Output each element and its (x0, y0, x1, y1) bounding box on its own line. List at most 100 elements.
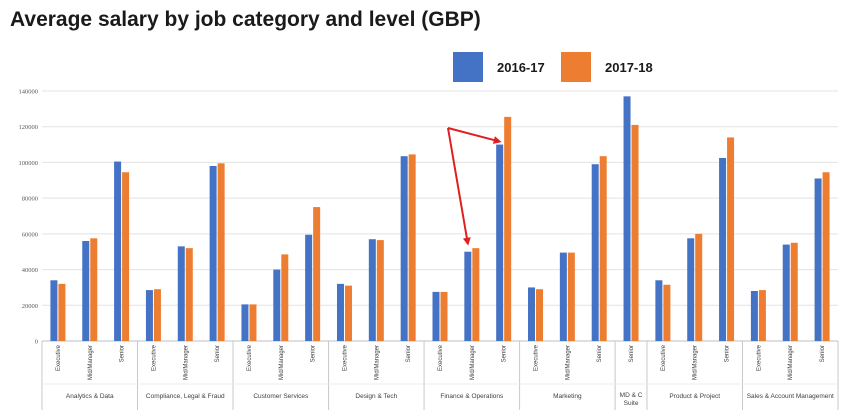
x-group-label: Product & Project (669, 393, 720, 400)
chart-title: Average salary by job category and level… (10, 8, 481, 31)
x-category-label: Mid/Manager (279, 345, 285, 380)
x-category-label: Mid/Manager (374, 345, 380, 380)
bar-2017-18 (217, 163, 225, 341)
x-category-label: Mid/Manager (470, 345, 476, 380)
bar-2016-17 (814, 178, 822, 341)
x-category-label: Executive (56, 344, 62, 371)
x-category-label: Senior (629, 345, 635, 362)
bar-2016-17 (209, 166, 217, 341)
legend-label-2017-18: 2017-18 (605, 60, 653, 75)
x-group-label: Marketing (553, 393, 582, 400)
x-group-label: Sales & Account Management (747, 393, 834, 400)
annotation-arrow (447, 127, 471, 246)
x-category-label: Mid/Manager (565, 345, 571, 380)
bar-2016-17 (496, 144, 504, 341)
bar-2016-17 (687, 238, 695, 341)
y-tick-label: 0 (35, 339, 38, 346)
bar-2017-18 (567, 252, 575, 341)
annotation-arrow (447, 127, 502, 144)
x-category-label: Executive (151, 344, 157, 371)
x-category-label: Executive (534, 344, 540, 371)
bar-2017-18 (790, 242, 798, 341)
x-group-label: Compliance, Legal & Fraud (146, 393, 225, 400)
bars (50, 96, 830, 342)
x-category-label: Senior (725, 345, 731, 362)
bar-2016-17 (528, 287, 536, 341)
bar-2017-18 (58, 283, 66, 341)
bar-2017-18 (408, 154, 416, 341)
bar-2017-18 (631, 124, 639, 341)
y-tick-label: 40000 (22, 267, 38, 274)
gridlines (42, 90, 838, 342)
bar-2017-18 (313, 207, 321, 341)
x-category-label: Executive (342, 344, 348, 371)
legend-swatch-2016-17 (453, 52, 483, 82)
x-category-label: Mid/Manager (88, 345, 94, 380)
y-tick-label: 60000 (22, 231, 38, 238)
bar-2017-18 (153, 289, 161, 341)
x-group-label: Analytics & Data (66, 393, 114, 400)
bar-2016-17 (82, 241, 90, 341)
y-tick-label: 120000 (19, 124, 39, 131)
bar-2016-17 (400, 156, 408, 341)
x-category-label: Executive (661, 344, 667, 371)
x-group-label: Customer Services (253, 393, 309, 400)
bar-2017-18 (185, 248, 193, 341)
legend-swatch-2017-18 (561, 52, 591, 82)
bar-2017-18 (727, 137, 735, 341)
bar-2017-18 (663, 284, 671, 341)
bar-2016-17 (623, 96, 631, 341)
bar-2017-18 (822, 172, 830, 341)
bar-2016-17 (273, 269, 281, 341)
x-group-label: MD & C Suite (620, 392, 643, 407)
x-category-label: Senior (502, 345, 508, 362)
legend-label-2016-17: 2016-17 (497, 60, 545, 75)
bar-2016-17 (750, 291, 758, 341)
bar-2017-18 (344, 285, 352, 341)
bar-2016-17 (50, 280, 58, 341)
bar-2016-17 (432, 291, 440, 341)
annotations (447, 127, 502, 246)
bar-2017-18 (695, 233, 703, 341)
x-group-label: Finance & Operations (440, 393, 504, 400)
y-tick-label: 140000 (19, 89, 39, 96)
x-category-label: Senior (406, 345, 412, 362)
bar-2017-18 (122, 172, 130, 341)
bar-2017-18 (472, 248, 480, 341)
y-tick-label: 20000 (22, 303, 38, 310)
bar-2017-18 (376, 240, 384, 341)
x-category-label: Executive (247, 344, 253, 371)
x-category-label: Executive (438, 344, 444, 371)
y-tick-label: 100000 (19, 160, 39, 167)
bar-2016-17 (336, 283, 344, 341)
bar-2017-18 (599, 156, 607, 341)
bar-2016-17 (655, 280, 663, 341)
x-category-label: Mid/Manager (788, 345, 794, 380)
bar-2016-17 (559, 252, 567, 341)
x-category-label: Senior (597, 345, 603, 362)
x-category-label: Mid/Manager (693, 345, 699, 380)
bar-2017-18 (504, 116, 512, 342)
bar-2016-17 (464, 251, 472, 341)
bar-2017-18 (249, 304, 257, 341)
bar-2016-17 (782, 244, 790, 341)
x-category-label: Mid/Manager (183, 345, 189, 380)
bar-2017-18 (90, 238, 98, 341)
x-category-label: Senior (215, 345, 221, 362)
bar-2016-17 (719, 157, 727, 341)
bar-2016-17 (177, 246, 185, 341)
bar-2017-18 (536, 289, 544, 341)
bar-2016-17 (145, 290, 153, 341)
x-category-label: Senior (311, 345, 317, 362)
x-category-label: Senior (120, 345, 126, 362)
bar-2016-17 (241, 304, 249, 341)
y-tick-label: 80000 (22, 196, 38, 203)
x-axis: Executive Mid/Manager Senior Executive Mid/M… (41, 341, 839, 410)
bar-2017-18 (281, 254, 289, 341)
x-group-label: Design & Tech (355, 393, 397, 400)
bar-2016-17 (114, 161, 122, 341)
bar-2017-18 (440, 291, 448, 341)
y-axis: 0 20000 40000 60000 80000 100000 120000 140000 (19, 89, 39, 346)
bar-2016-17 (305, 234, 313, 341)
